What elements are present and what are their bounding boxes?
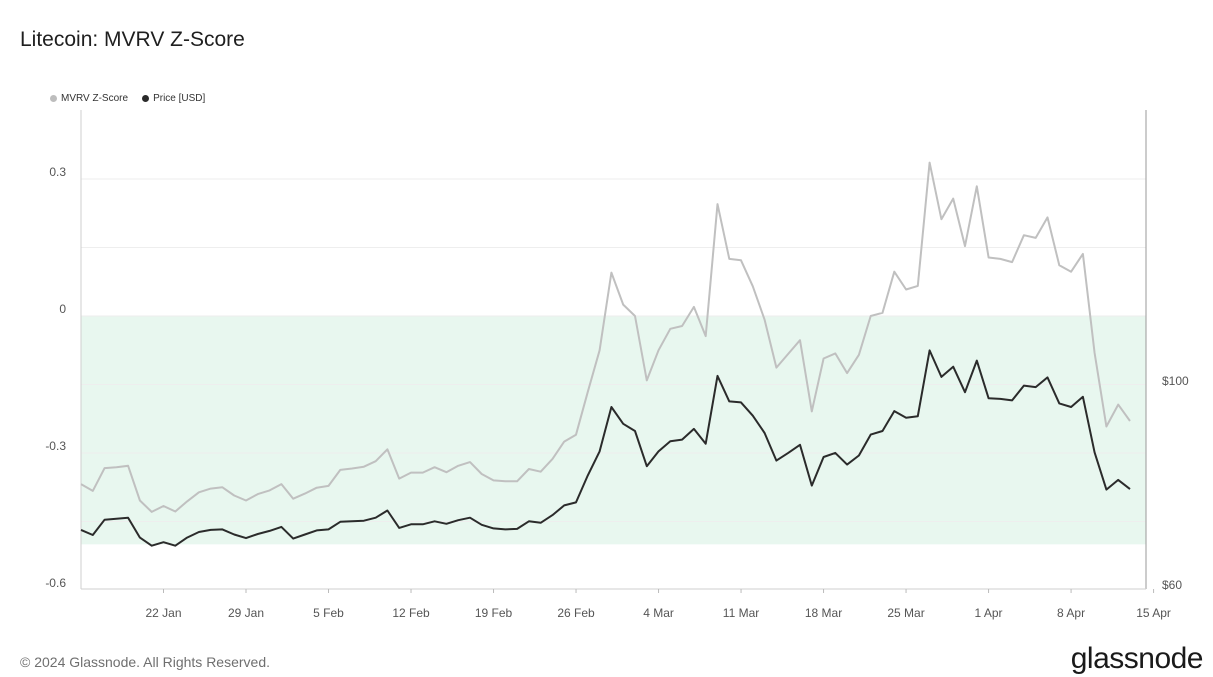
y-left-tick-label-3: -0.6 [45, 576, 66, 590]
x-tick-label-11: 8 Apr [1057, 606, 1085, 620]
y-right-tick-label-1: $60 [1162, 578, 1182, 592]
x-tick-label-5: 26 Feb [557, 606, 595, 620]
legend-dot-price [142, 95, 150, 102]
chart-legend: MVRV Z-Score Price [USD] [50, 93, 205, 104]
x-tick-label-2: 5 Feb [313, 606, 344, 620]
y-left-tick-label-0: 0.3 [49, 165, 66, 179]
legend-item-price[interactable]: Price [USD] [142, 93, 205, 104]
x-tick-label-0: 22 Jan [145, 606, 181, 620]
legend-label-price: Price [USD] [153, 93, 206, 104]
legend-item-mvrv[interactable]: MVRV Z-Score [50, 93, 128, 104]
y-left-tick-label-1: 0 [59, 302, 66, 316]
neutral-zone-band [81, 316, 1146, 545]
series-line-mvrv-z-score [80, 161, 1131, 513]
chart-title: Litecoin: MVRV Z-Score [20, 28, 245, 51]
x-tick-label-10: 1 Apr [975, 606, 1003, 620]
legend-label-mvrv: MVRV Z-Score [61, 93, 129, 104]
x-tick-label-3: 12 Feb [392, 606, 430, 620]
x-tick-label-12: 15 Apr [1136, 606, 1171, 620]
glassnode-logo[interactable]: glassnode [1070, 642, 1204, 675]
x-tick-label-1: 29 Jan [228, 606, 264, 620]
y-left-tick-label-2: -0.3 [45, 439, 66, 453]
x-tick-label-9: 25 Mar [887, 606, 924, 620]
x-tick-label-4: 19 Feb [475, 606, 513, 620]
x-tick-label-6: 4 Mar [643, 606, 674, 620]
series-line-price-usd [80, 349, 1131, 547]
copyright-text: © 2024 Glassnode. All Rights Reserved. [20, 654, 271, 670]
legend-dot-mvrv [50, 95, 57, 102]
y-right-tick-label-0: $100 [1162, 374, 1189, 388]
x-tick-label-7: 11 Mar [723, 606, 759, 620]
x-tick-label-8: 18 Mar [805, 606, 842, 620]
